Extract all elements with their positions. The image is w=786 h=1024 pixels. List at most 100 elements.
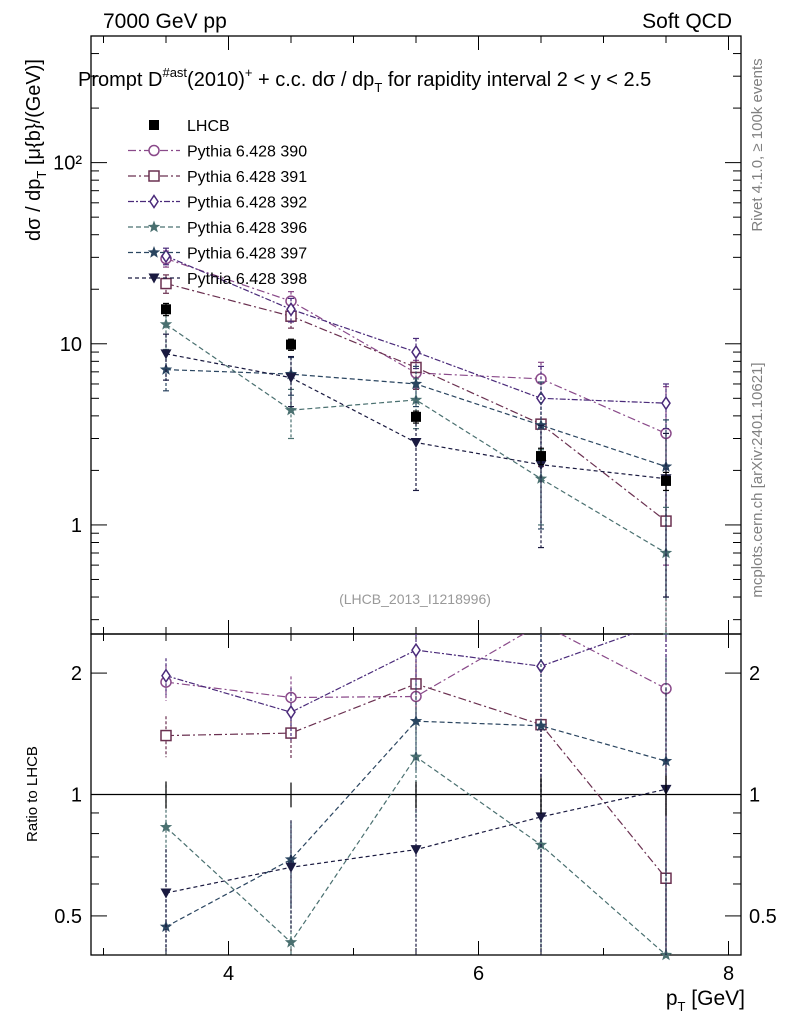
legend: LHCB Pythia 6.428 390 Pythia 6.428 391 Pyth… [128,118,307,288]
legend-entry: Pythia 6.428 391 [128,169,307,186]
data-point-star [534,418,548,431]
data-point-open-circle [148,144,160,157]
data-point-triangle-down [285,862,297,873]
data-point-square [536,451,546,462]
xlabel-rest: [GeV] [685,987,745,1010]
data-point-square [161,304,171,315]
y-tick-label: 1 [71,515,82,537]
legend-entry: Pythia 6.428 397 [128,246,307,263]
data-point-star [409,714,423,727]
header-left: 7000 GeV pp [103,10,227,33]
data-point-star [534,719,548,732]
data-point-triangle-down [535,812,547,823]
ratio-tick-label-left: 1 [71,785,82,807]
data-point-square [286,339,296,350]
ratio-series [160,688,672,955]
data-point-open-diamond [661,395,671,411]
ylabel-sub: T [34,171,49,179]
legend-label: Pythia 6.428 398 [187,271,307,288]
data-point-triangle-down [285,373,297,384]
data-point-triangle-down [160,349,172,360]
data-point-star [409,750,423,763]
data-point-square [411,411,421,422]
series-pythia-6-428-398 [160,333,672,955]
x-tick-label: 4 [223,963,234,985]
series-line [165,323,667,554]
data-point-open-diamond [411,642,421,658]
data-point-triangle-down [410,845,422,856]
legend-entry: Pythia 6.428 398 [128,271,307,288]
x-axis-label: pT [GeV] [666,987,745,1014]
title-prefix: Prompt D [78,69,162,91]
y-tick-label: 10 [60,334,82,356]
side-text-top: Rivet 4.1.0, ≥ 100k events [749,58,766,231]
data-point-triangle-down [410,438,422,449]
side-text-bottom-group: mcplots.cern.ch [arXiv:2401.10621] [749,362,766,597]
ratio-tick-label-right: 2 [749,663,760,685]
legend-entry: Pythia 6.428 390 [128,144,307,161]
side-text-bottom: mcplots.cern.ch [arXiv:2401.10621] [749,362,766,597]
y-axis-label: dσ / dpT [μ{b}/(GeV)] [23,59,49,241]
legend-label: Pythia 6.428 390 [187,144,307,161]
series-line [165,282,667,522]
series-lhcb [161,302,671,816]
chart-title: Prompt D#ast(2010)+ + c.c. dσ / dpT for … [78,65,651,95]
data-point-open-diamond [411,344,421,360]
y-axis-label-group: dσ / dpT [μ{b}/(GeV)] [23,59,49,241]
data-point-star [159,363,173,375]
series-layer [159,247,673,961]
data-point-open-diamond [149,194,159,209]
ylabel-main: dσ / dp [23,179,45,241]
data-point-star [284,935,298,948]
legend-label: LHCB [187,118,230,135]
header-right: Soft QCD [642,10,732,33]
ratio-tick-label-right: 0.5 [749,906,777,928]
ratio-line [165,634,667,699]
title-rest2: for rapidity interval 2 < y < 2.5 [382,69,651,91]
legend-entry: Pythia 6.428 396 [128,220,307,237]
ratio-label-group: Ratio to LHCB [24,746,41,842]
data-point-open-square [160,729,172,742]
y-tick-label: 10² [53,153,82,175]
data-point-triangle-down [160,888,172,899]
title-sup2: + [245,65,253,80]
title-rest1: + c.c. dσ / dp [252,69,374,91]
ylabel-rest: [μ{b}/(GeV)] [23,59,45,171]
title-mid: (2010) [187,69,245,91]
data-point-open-diamond [286,704,296,720]
data-point-open-circle [285,691,297,704]
ratio-tick-label-right: 1 [749,785,760,807]
data-point-star [409,377,423,390]
x-tick-label: 8 [723,963,734,985]
legend-entry: LHCB [149,118,230,135]
data-point-star [147,220,161,233]
data-point-triangle-down [148,273,160,284]
xlabel-sub: T [678,999,686,1014]
legend-label: Pythia 6.428 392 [187,195,307,212]
data-point-open-diamond [161,668,171,684]
data-point-star [159,820,173,833]
data-point-star [159,317,173,330]
watermark: (LHCB_2013_I1218996) [339,591,491,607]
title-sup1: #ast [162,65,187,80]
data-point-open-diamond [286,301,296,317]
data-point-square [149,120,159,130]
legend-label: Pythia 6.428 391 [187,169,307,186]
legend-label: Pythia 6.428 396 [187,220,307,237]
legend-label: Pythia 6.428 397 [187,246,307,263]
data-point-open-square [148,170,160,182]
data-point-star [147,246,161,258]
tick-labels: 4 6 8 1 10 10² 0.5 0.5 1 1 2 2 [53,153,777,985]
data-point-star [284,403,298,416]
ratio-tick-label-left: 0.5 [54,906,82,928]
side-text-top-group: Rivet 4.1.0, ≥ 100k events [749,58,766,231]
x-tick-label: 6 [473,963,484,985]
ratio-tick-label-left: 2 [71,663,82,685]
data-point-open-square [160,277,172,290]
ratio-axis-label: Ratio to LHCB [24,746,41,842]
data-point-square [661,475,671,486]
xlabel-main: p [666,987,678,1010]
title-sub: T [374,80,382,95]
